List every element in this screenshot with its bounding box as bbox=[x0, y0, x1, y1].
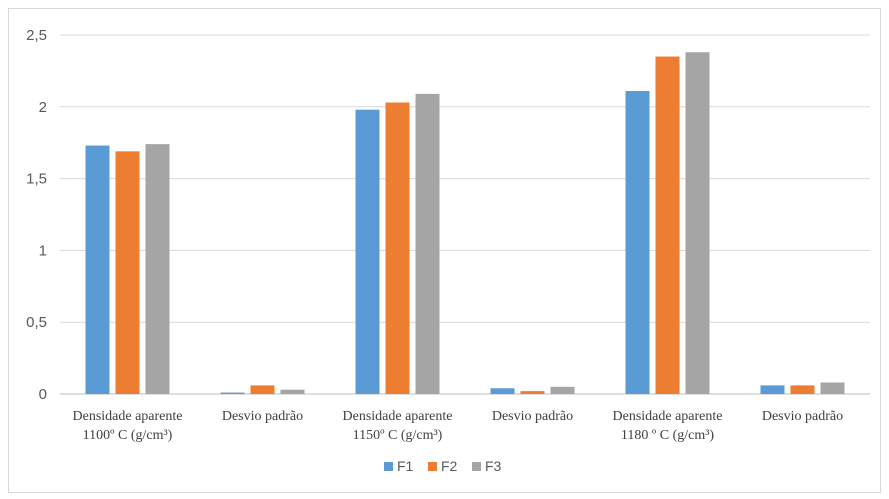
x-tick-label: Densidade aparente 1180 º C (g/cm³) bbox=[613, 409, 723, 443]
legend-item-f1: F1 bbox=[384, 458, 414, 474]
bars bbox=[85, 52, 845, 395]
x-tick-label-line: Desvio padrão bbox=[492, 409, 573, 424]
bar-f3 bbox=[415, 93, 440, 394]
bar-f1 bbox=[760, 385, 785, 394]
x-tick-label-line: 1180 º C (g/cm³) bbox=[621, 428, 715, 443]
legend-label: F1 bbox=[397, 458, 414, 474]
x-tick-label: Desvio padrão bbox=[762, 409, 843, 424]
x-tick-label: Desvio padrão bbox=[492, 409, 573, 424]
y-tick-label: 2,5 bbox=[26, 27, 47, 44]
legend: F1 F2 F3 bbox=[384, 458, 502, 474]
legend-label: F3 bbox=[485, 458, 502, 474]
bar-f2 bbox=[790, 385, 815, 394]
legend-swatch bbox=[472, 462, 481, 471]
y-tick-label: 0 bbox=[39, 386, 47, 403]
bar-f1 bbox=[85, 145, 110, 394]
gridlines bbox=[60, 34, 870, 395]
y-tick-label: 1,5 bbox=[26, 171, 47, 188]
bar-f1 bbox=[220, 392, 245, 394]
legend-item-f3: F3 bbox=[472, 458, 502, 474]
bar-f1 bbox=[355, 109, 380, 394]
bar-f2 bbox=[115, 151, 140, 394]
y-tick-label: 2 bbox=[39, 99, 47, 116]
x-tick-label-line: 1100º C (g/cm³) bbox=[83, 428, 173, 443]
x-axis-ticks: Densidade aparente 1100º C (g/cm³) Desvio … bbox=[73, 409, 844, 443]
x-tick-label: Desvio padrão bbox=[222, 409, 303, 424]
bar-f2 bbox=[520, 391, 545, 394]
y-tick-label: 1 bbox=[39, 242, 47, 259]
x-tick-label: Densidade aparente 1100º C (g/cm³) bbox=[73, 409, 183, 443]
bar-f3 bbox=[820, 382, 845, 394]
bar-f1 bbox=[625, 91, 650, 394]
bar-f3 bbox=[685, 52, 710, 395]
x-tick-label-line: 1150º C (g/cm³) bbox=[353, 428, 443, 443]
bar-f2 bbox=[250, 385, 275, 394]
y-axis-ticks: 0 0,5 1 1,5 2 2,5 bbox=[26, 27, 47, 403]
legend-swatch bbox=[428, 462, 437, 471]
legend-label: F2 bbox=[441, 458, 458, 474]
x-tick-label-line: Desvio padrão bbox=[762, 409, 843, 424]
x-tick-label-line: Densidade aparente bbox=[343, 409, 453, 424]
legend-swatch bbox=[384, 462, 393, 471]
y-tick-label: 0,5 bbox=[26, 314, 47, 331]
legend-item-f2: F2 bbox=[428, 458, 458, 474]
x-tick-label-line: Desvio padrão bbox=[222, 409, 303, 424]
x-tick-label-line: Densidade aparente bbox=[613, 409, 723, 424]
bar-f2 bbox=[385, 102, 410, 394]
bar-f1 bbox=[490, 388, 515, 394]
bar-f2 bbox=[655, 56, 680, 394]
x-tick-label-line: Densidade aparente bbox=[73, 409, 183, 424]
bar-f3 bbox=[145, 144, 170, 394]
bar-f3 bbox=[550, 386, 575, 394]
x-tick-label: Densidade aparente 1150º C (g/cm³) bbox=[343, 409, 453, 443]
bar-f3 bbox=[280, 389, 305, 394]
